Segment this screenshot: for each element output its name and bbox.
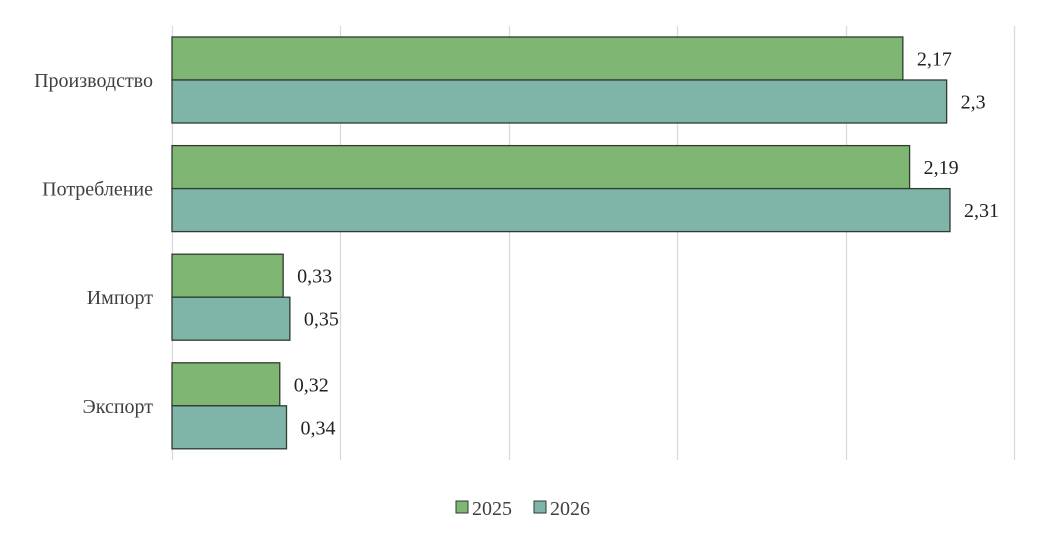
data-label: 0,33 bbox=[297, 266, 332, 288]
data-labels: 2,17 2,3 2,192,31 0,33 0,35 0,32 0,34 bbox=[294, 49, 999, 440]
data-label: 2,3 bbox=[961, 92, 986, 114]
data-label: 0,34 bbox=[301, 417, 336, 439]
legend-label: 2025 bbox=[472, 498, 512, 520]
data-label: 0,35 bbox=[304, 309, 339, 331]
data-label: 2,17 bbox=[917, 49, 952, 71]
category-labels: Производство Потребление Импорт Экспорт bbox=[34, 70, 153, 418]
bar-2026-3 bbox=[171, 405, 288, 450]
category-label: Импорт bbox=[87, 287, 154, 309]
bar-2025-0 bbox=[171, 36, 904, 81]
data-label: 2,31 bbox=[964, 200, 999, 222]
bar-2026-2 bbox=[171, 296, 291, 341]
data-label: 2,19 bbox=[924, 157, 959, 179]
category-label: Потребление bbox=[42, 179, 153, 201]
bar-2026-1 bbox=[171, 187, 951, 233]
category-label: Экспорт bbox=[83, 396, 154, 418]
legend-label: 2026 bbox=[550, 498, 590, 520]
legend-swatch bbox=[533, 500, 547, 514]
data-label: 0,32 bbox=[294, 374, 329, 396]
bar-2026-0 bbox=[171, 79, 948, 124]
bar-2025-2 bbox=[171, 253, 284, 298]
legend: 2025 2026 bbox=[455, 498, 590, 520]
bar-2025-3 bbox=[171, 362, 281, 407]
bar-2025-1 bbox=[171, 144, 911, 190]
bars bbox=[171, 36, 951, 450]
category-label: Производство bbox=[34, 70, 153, 92]
legend-swatch bbox=[455, 500, 469, 514]
